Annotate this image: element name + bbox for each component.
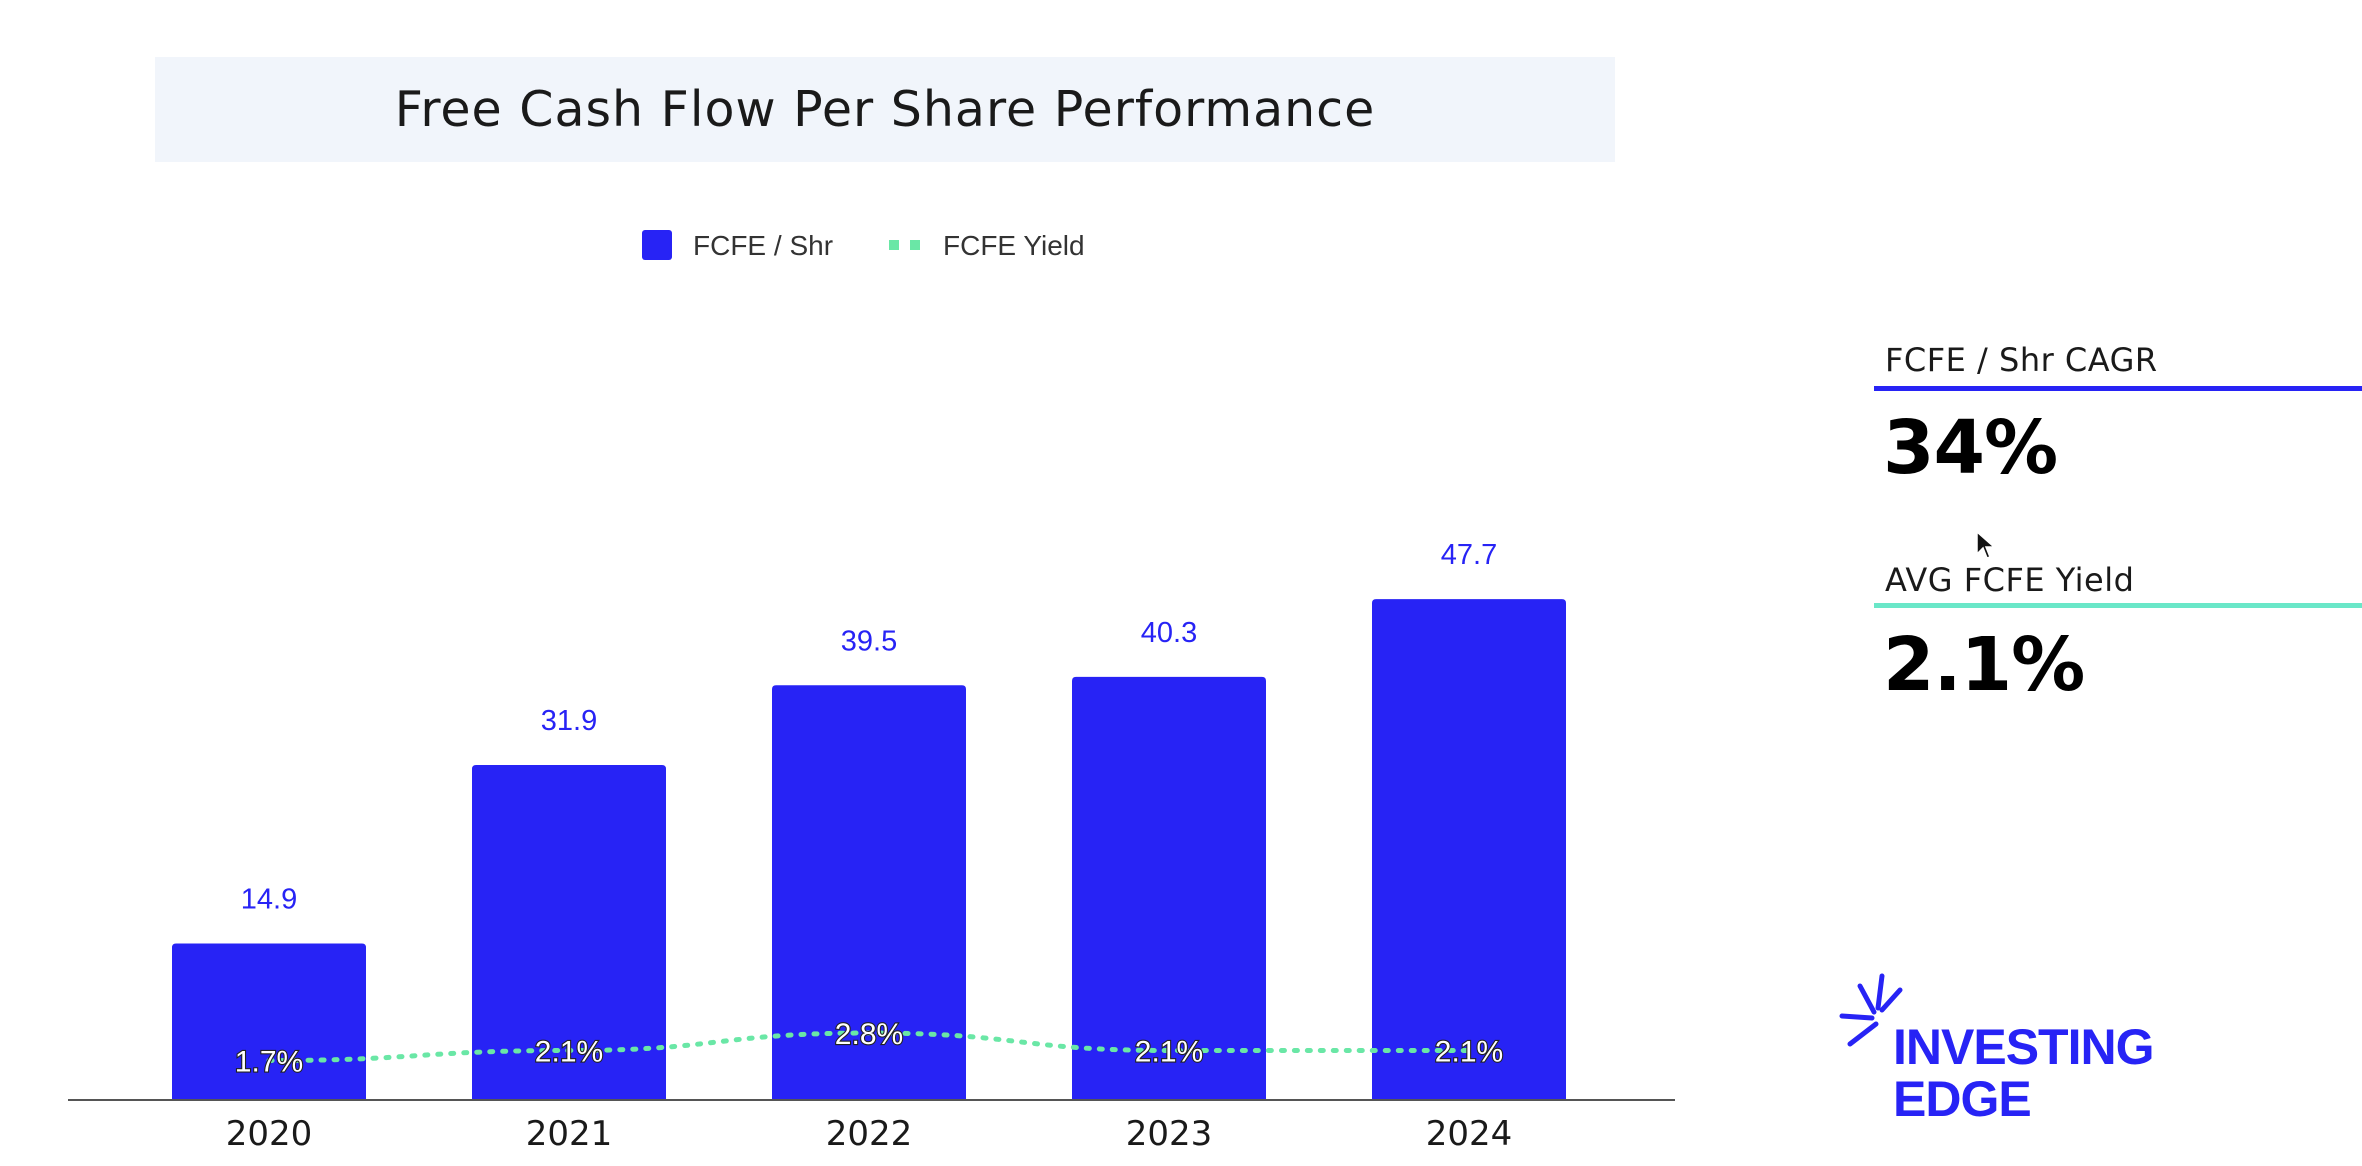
chart-area: FCFE / Shr FCFE Yield 14.9 2020 31.9 2021 39.5… bbox=[68, 230, 1675, 1154]
yield-label-2021: 2.1% bbox=[535, 1036, 603, 1069]
yield-label-2024: 2.1% bbox=[1435, 1036, 1503, 1069]
x-tick-label-2024: 2024 bbox=[1426, 1114, 1513, 1154]
bar-value-label-2022: 39.5 bbox=[841, 625, 897, 657]
logo-line-2: EDGE bbox=[1893, 1071, 2032, 1127]
logo-line-1: INVESTING bbox=[1893, 1019, 2154, 1075]
yield-series-line bbox=[266, 1030, 1472, 1063]
bar-2023 bbox=[1072, 676, 1266, 1100]
x-tick-label-2022: 2022 bbox=[826, 1114, 913, 1154]
bar-value-label-2021: 31.9 bbox=[541, 705, 597, 737]
yield-label-2023: 2.1% bbox=[1135, 1036, 1203, 1069]
bar-2022 bbox=[772, 685, 966, 1100]
legend-swatch-yield-b bbox=[910, 240, 920, 250]
x-tick-label-2020: 2020 bbox=[226, 1114, 313, 1154]
logo-ray-1 bbox=[1857, 983, 1877, 1015]
yield-label: AVG FCFE Yield bbox=[1885, 561, 2135, 599]
legend-swatch-yield-a bbox=[889, 240, 899, 250]
yield-label-2020: 1.7% bbox=[235, 1046, 303, 1079]
cagr-rule bbox=[1874, 386, 2362, 391]
bar-2024 bbox=[1372, 599, 1566, 1100]
logo-ray-3 bbox=[1847, 1021, 1879, 1047]
bar-value-label-2024: 47.7 bbox=[1441, 539, 1497, 571]
x-tick-label-2023: 2023 bbox=[1126, 1114, 1213, 1154]
logo-burst-icon bbox=[1839, 973, 1903, 1047]
investing-edge-logo: INVESTING EDGE bbox=[1838, 972, 2154, 1127]
chart-title-band: Free Cash Flow Per Share Performance bbox=[155, 57, 1615, 162]
legend-label-bars: FCFE / Shr bbox=[693, 230, 833, 261]
chart-title: Free Cash Flow Per Share Performance bbox=[394, 81, 1376, 138]
bar-value-label-2020: 14.9 bbox=[241, 884, 297, 916]
bar-2020 bbox=[172, 943, 366, 1100]
logo-ray-4 bbox=[1879, 987, 1903, 1013]
x-tick-label-2021: 2021 bbox=[526, 1114, 613, 1154]
yield-rule bbox=[1874, 603, 2362, 608]
legend-label-yield: FCFE Yield bbox=[943, 230, 1085, 261]
yield-label-2022: 2.8% bbox=[835, 1018, 903, 1051]
cagr-value: 34% bbox=[1883, 405, 2058, 491]
yield-value: 2.1% bbox=[1883, 622, 2085, 708]
mouse-cursor-icon bbox=[1976, 530, 1996, 559]
legend-swatch-bars bbox=[642, 230, 672, 260]
bar-2021 bbox=[472, 765, 666, 1100]
logo-ray-2 bbox=[1839, 1013, 1875, 1021]
cagr-label: FCFE / Shr CAGR bbox=[1885, 341, 2158, 379]
bar-value-label-2023: 40.3 bbox=[1141, 617, 1197, 649]
logo-ray-0 bbox=[1875, 973, 1885, 1011]
